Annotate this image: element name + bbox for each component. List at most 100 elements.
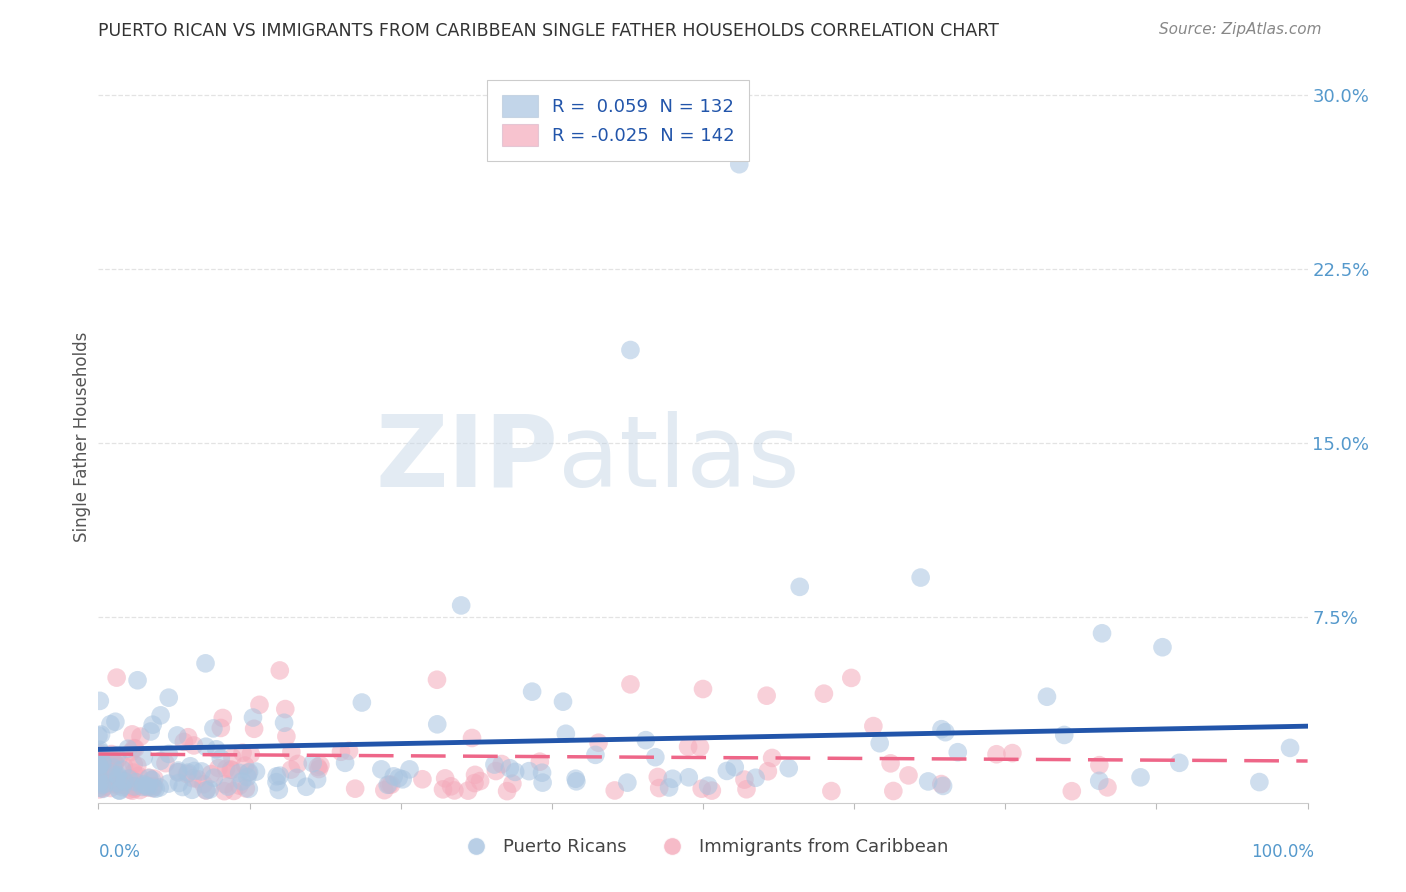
Point (789, 580, 811, 594)
Point (249, 698, 271, 712)
Point (100, 766, 122, 780)
Point (443, 783, 465, 797)
Point (755, 689, 778, 703)
Point (440, 780, 463, 794)
Point (89, 775, 111, 789)
Point (373, 783, 395, 797)
Point (503, 764, 526, 779)
Point (181, 782, 204, 797)
Point (1001, 746, 1024, 760)
Point (1168, 756, 1191, 770)
Point (157, 777, 180, 791)
Point (269, 769, 291, 783)
Text: PUERTO RICAN VS IMMIGRANTS FROM CARIBBEAN SINGLE FATHER HOUSEHOLDS CORRELATION C: PUERTO RICAN VS IMMIGRANTS FROM CARIBBEA… (98, 22, 1000, 40)
Point (111, 780, 134, 794)
Point (104, 776, 127, 790)
Point (946, 745, 969, 759)
Point (87, 780, 110, 795)
Point (1053, 728, 1076, 742)
Point (211, 711, 233, 725)
Point (89, 742, 111, 756)
Point (658, 780, 681, 795)
Point (468, 774, 491, 789)
Point (432, 782, 454, 797)
Point (344, 781, 367, 796)
Point (138, 780, 160, 795)
Point (233, 758, 256, 772)
Point (118, 782, 141, 797)
Point (330, 745, 353, 759)
Point (90, 728, 112, 742)
Point (121, 780, 143, 794)
Point (728, 157, 751, 171)
Point (214, 777, 236, 791)
Point (377, 778, 399, 792)
Point (111, 763, 134, 777)
Point (882, 784, 904, 798)
Point (120, 745, 142, 759)
Point (616, 775, 638, 789)
Point (127, 673, 149, 688)
Point (190, 764, 212, 779)
Point (619, 343, 641, 357)
Point (104, 714, 127, 729)
Text: ZIP: ZIP (375, 410, 558, 508)
Point (167, 776, 190, 790)
Point (118, 772, 141, 786)
Point (426, 717, 449, 731)
Point (90, 764, 112, 779)
Point (122, 774, 145, 789)
Point (634, 733, 657, 747)
Point (87, 768, 110, 782)
Point (94, 767, 117, 781)
Point (716, 764, 738, 778)
Point (93, 775, 115, 789)
Point (1249, 775, 1271, 789)
Point (131, 780, 153, 794)
Point (89, 749, 111, 764)
Point (117, 741, 139, 756)
Point (107, 779, 129, 793)
Point (122, 781, 145, 796)
Point (484, 757, 506, 772)
Point (193, 777, 215, 791)
Point (128, 769, 150, 783)
Point (132, 777, 155, 791)
Point (565, 774, 588, 789)
Point (141, 772, 163, 787)
Point (531, 775, 554, 789)
Point (110, 773, 132, 788)
Point (689, 740, 711, 755)
Point (517, 764, 540, 779)
Point (141, 781, 163, 796)
Point (434, 772, 457, 786)
Point (107, 771, 129, 785)
Point (231, 774, 253, 789)
Text: 100.0%: 100.0% (1251, 843, 1315, 861)
Point (337, 744, 360, 758)
Point (744, 771, 766, 785)
Point (531, 765, 554, 780)
Point (105, 776, 128, 790)
Point (551, 695, 574, 709)
Point (195, 783, 218, 797)
Point (378, 778, 401, 792)
Point (155, 756, 177, 771)
Point (309, 758, 332, 772)
Point (100, 750, 122, 764)
Point (457, 783, 479, 797)
Point (172, 780, 194, 794)
Point (236, 765, 259, 780)
Point (138, 771, 160, 785)
Point (464, 768, 486, 782)
Point (91, 756, 114, 771)
Point (370, 763, 392, 777)
Point (207, 761, 229, 775)
Point (986, 747, 1008, 762)
Point (96, 776, 118, 790)
Point (139, 724, 162, 739)
Point (100, 780, 122, 795)
Point (111, 776, 134, 790)
Point (520, 684, 543, 698)
Point (690, 781, 713, 796)
